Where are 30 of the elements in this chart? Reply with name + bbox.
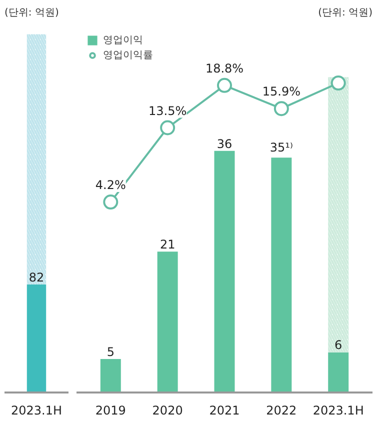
- bar: [328, 352, 349, 392]
- point: [330, 76, 346, 91]
- point: [274, 101, 289, 116]
- data-label: 6: [334, 338, 342, 352]
- data-label: 13.5%: [148, 104, 187, 118]
- data-label: 4.2%: [95, 178, 126, 192]
- bar: [214, 150, 235, 392]
- data-label: 35¹⁾: [270, 140, 293, 155]
- chart-title: (단위: 억원): [318, 8, 373, 18]
- point: [217, 78, 232, 93]
- x-tick-label: 2023.1H: [10, 404, 62, 418]
- chart-title: (단위: 억원): [4, 8, 59, 18]
- data-label: 18.8%: [205, 61, 244, 76]
- point: [103, 194, 118, 210]
- data-label: 82: [28, 270, 44, 284]
- legend-label: 영업이익: [103, 34, 143, 47]
- bar: [157, 252, 178, 392]
- x-tick-label: 2019: [95, 404, 126, 418]
- x-tick-label: 2020: [152, 404, 183, 418]
- data-label: 5: [106, 344, 114, 359]
- data-label: 15.9%: [262, 84, 300, 99]
- bar: [271, 158, 292, 392]
- point: [160, 120, 176, 136]
- data-label: 36: [216, 136, 232, 151]
- data-label: 21: [160, 238, 176, 252]
- legend-label: 영업이익률: [103, 49, 153, 62]
- x-tick-label: 2021: [209, 404, 240, 418]
- x-tick-label: 2023.1H: [312, 404, 364, 418]
- x-tick-label: 2022: [266, 404, 297, 418]
- bar: [100, 358, 121, 392]
